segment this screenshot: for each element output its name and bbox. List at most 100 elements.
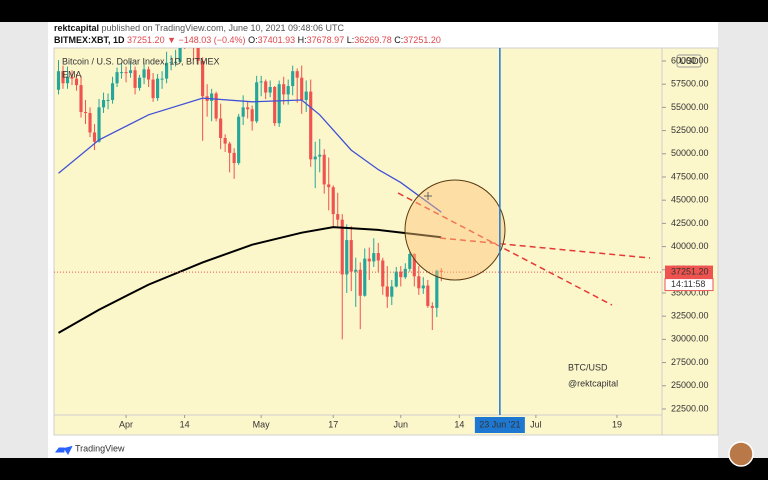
candle-body — [246, 107, 250, 110]
watermark: @rektcapital — [568, 378, 618, 388]
y-tick-label: 57500.00 — [671, 79, 709, 89]
y-tick-label: 50000.00 — [671, 148, 709, 158]
marker-box — [474, 417, 525, 433]
candle-body — [128, 70, 133, 74]
candle-body — [174, 61, 178, 63]
candle-body — [313, 156, 317, 160]
candle-body — [394, 271, 398, 287]
candle-body — [412, 254, 416, 277]
candle-body — [345, 240, 349, 275]
candle-body — [178, 48, 182, 62]
candle-body — [92, 132, 97, 142]
y-tick-label: 22500.00 — [671, 403, 709, 413]
y-tick-label: 45000.00 — [671, 195, 709, 205]
y-tick-label: 25000.00 — [671, 380, 709, 390]
ohlc-value: 37678.97 — [307, 35, 345, 45]
ohlc-key: L: — [347, 35, 355, 45]
candle-body — [56, 71, 61, 90]
candle-body — [331, 187, 335, 215]
candle-body — [376, 253, 380, 261]
chart-title: Bitcoin / U.S. Dollar Index, 1D, BITMEX — [62, 56, 220, 66]
y-tick-label: 32500.00 — [671, 311, 709, 321]
marker-label: 23 Jun '21 — [479, 419, 520, 429]
currency[interactable]: USD — [679, 56, 699, 66]
countdown-box — [664, 278, 714, 292]
brand: TradingView — [75, 443, 125, 453]
candle-body — [201, 60, 205, 97]
candle-body — [399, 271, 403, 278]
y-tick-label: 30000.00 — [671, 334, 709, 344]
candle-body — [88, 112, 92, 133]
candle-body — [403, 268, 407, 278]
last-price-label: 37251.20 — [671, 266, 709, 276]
ohlc-value: 37251.20 — [403, 35, 441, 45]
candle-body — [196, 48, 200, 61]
candle-body — [142, 69, 146, 78]
candle-body — [277, 84, 281, 124]
x-tick-label: Jun — [394, 419, 409, 429]
candle-body — [228, 143, 232, 153]
candle-body — [408, 254, 412, 269]
watermark: BTC/USD — [568, 362, 608, 372]
candle-body — [70, 76, 74, 79]
candle-body — [322, 154, 326, 185]
candle-body — [110, 83, 115, 100]
x-tick-label: 17 — [328, 419, 338, 429]
last-price-box — [665, 265, 713, 279]
candle-body — [327, 184, 331, 188]
candle-body — [151, 79, 155, 99]
candle-body — [223, 138, 227, 144]
trend-line — [439, 237, 651, 259]
y-tick-label: 60000.00 — [671, 55, 709, 65]
candle-body — [363, 258, 367, 296]
candle-body — [156, 78, 160, 99]
candle-body — [79, 85, 83, 113]
candle-body — [349, 240, 353, 272]
candle-body — [65, 76, 70, 84]
header-line-2: BITMEX:XBT, 1D 37251.20 ▼ −148.03 (−0.4%… — [54, 35, 441, 45]
candle-body — [354, 269, 358, 272]
candle-body — [61, 71, 65, 84]
y-tick-label: 35000.00 — [671, 287, 709, 297]
trend-line — [397, 192, 613, 306]
candle-body — [309, 91, 313, 160]
candle-body — [250, 109, 254, 122]
candle-body — [137, 77, 142, 88]
y-tick-label: 27500.00 — [671, 357, 709, 367]
x-tick-label: 19 — [612, 419, 622, 429]
ema-line — [58, 226, 442, 334]
candle-body — [101, 99, 106, 108]
y-tick-label: 40000.00 — [671, 241, 709, 251]
avatar — [728, 441, 754, 467]
symbol: BITMEX:XBT, 1D — [54, 35, 125, 45]
candle-body — [133, 70, 137, 88]
x-axis-area — [53, 414, 663, 436]
candle-body — [264, 81, 268, 93]
candle-body — [291, 71, 295, 87]
candle-body — [97, 107, 101, 142]
ohlc-value: 36269.78 — [354, 35, 392, 45]
currency-box[interactable] — [676, 54, 702, 68]
candle-body — [219, 118, 223, 139]
overlay — [397, 179, 651, 306]
candle-body — [232, 152, 236, 164]
candle-body — [381, 260, 385, 287]
last: 37251.20 — [127, 35, 165, 45]
candle-body — [282, 84, 286, 95]
candle-body — [286, 86, 290, 95]
candle-body — [430, 305, 434, 308]
candle-body — [160, 78, 164, 80]
logo-mark — [55, 445, 73, 455]
candle-body — [237, 116, 241, 164]
published: published on TradingView.com, June 10, 2… — [102, 23, 345, 33]
candle-body — [304, 91, 308, 100]
plot-area — [53, 47, 663, 416]
candle-body — [385, 286, 389, 297]
candle-body — [115, 72, 119, 84]
candle-body — [273, 86, 277, 124]
candle-body — [147, 69, 151, 80]
candle-body — [300, 77, 304, 100]
candle-body — [426, 285, 430, 306]
candle-body — [340, 219, 344, 275]
